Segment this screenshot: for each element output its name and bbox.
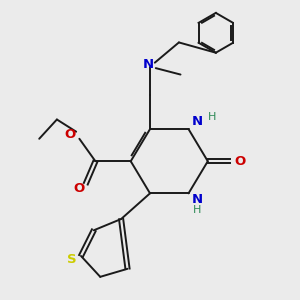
Text: N: N xyxy=(192,115,203,128)
Text: O: O xyxy=(73,182,84,195)
Text: N: N xyxy=(192,193,203,206)
Text: H: H xyxy=(208,112,216,122)
Text: O: O xyxy=(234,155,245,168)
Text: S: S xyxy=(67,253,76,266)
Text: N: N xyxy=(143,58,154,71)
Text: O: O xyxy=(65,128,76,141)
Text: H: H xyxy=(193,205,202,215)
